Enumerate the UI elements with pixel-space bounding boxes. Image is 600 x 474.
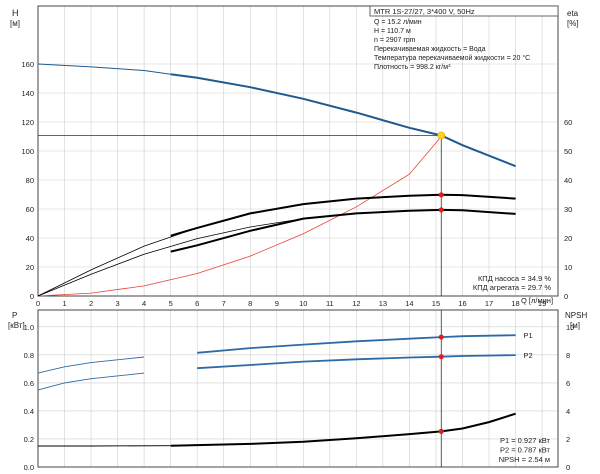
info-line: H = 110.7 м — [374, 28, 411, 35]
power-tick-label: 0.8 — [24, 351, 34, 360]
duty-point-marker — [437, 131, 446, 140]
head-axis-label: H — [12, 8, 19, 18]
x-tick-label: 0 — [36, 299, 40, 308]
bottom-panel-grid — [38, 310, 558, 468]
eta-axis-label: eta — [567, 9, 579, 18]
info-line: Плотность = 998.2 кг/м³ — [374, 64, 451, 71]
efficiency-annotation: КПД агрегата = 29.7 % — [473, 283, 551, 292]
power-tick-label: 0.2 — [24, 435, 34, 444]
npsh-curve — [170, 412, 516, 447]
head-curve-extended — [37, 63, 171, 75]
top-panel-grid — [38, 6, 558, 297]
npsh-tick-label: 8 — [566, 351, 570, 360]
power-tick-label: 1.0 — [24, 323, 34, 332]
eta-unit-thick-curve — [170, 208, 516, 253]
x-tick-label: 10 — [299, 299, 307, 308]
eta-tick-label: 60 — [564, 118, 572, 127]
bottom-panel-frame — [37, 309, 559, 468]
info-line: n = 2907 rpm — [374, 37, 416, 44]
power-tick-label: 0.0 — [24, 463, 34, 472]
npsh-tick-label: 2 — [566, 435, 570, 444]
x-tick-label: 8 — [248, 299, 252, 308]
curves-layer: P1 P2 — [37, 63, 533, 467]
operating-info: Q = 15.2 л/мин H = 110.7 м n = 2907 rpm Пер… — [374, 19, 530, 71]
npsh-tick-label: 4 — [566, 407, 570, 416]
x-tick-label: 18 — [511, 299, 519, 308]
power-annotation: P2 = 0.787 кВт — [500, 446, 551, 455]
head-tick-label: 140 — [21, 89, 34, 98]
power-tick-label: 0.6 — [24, 379, 34, 388]
info-line: Q = 15.2 л/мин — [374, 19, 422, 26]
power-axis-unit: [кВт] — [8, 321, 25, 330]
x-tick-label: 15 — [432, 299, 440, 308]
x-tick-label: 14 — [405, 299, 413, 308]
top-panel-frame — [37, 5, 559, 297]
eta-tick-label: 20 — [564, 234, 572, 243]
eta-tick-label: 50 — [564, 147, 572, 156]
power-npsh-marker — [438, 354, 444, 360]
x-tick-label: 4 — [142, 299, 146, 308]
info-line: Перекачиваемая жидкость = Вода — [374, 46, 486, 53]
npsh-tick-label: 0 — [566, 463, 570, 472]
series-label-p1: P1 — [524, 331, 533, 340]
head-tick-label: 0 — [30, 292, 34, 301]
x-tick-label: 3 — [116, 299, 120, 308]
npsh-axis-label: NPSH — [565, 311, 587, 320]
efficiency-marker — [438, 192, 444, 198]
power-npsh-marker — [438, 334, 444, 340]
system-curve — [37, 136, 442, 297]
p2-curve — [197, 354, 516, 370]
head-tick-label: 20 — [26, 263, 34, 272]
npsh-axis-unit: [м] — [570, 321, 580, 330]
x-tick-label: 7 — [222, 299, 226, 308]
model-box — [369, 5, 559, 17]
x-tick-label: 19 — [538, 299, 546, 308]
x-tick-label: 16 — [458, 299, 466, 308]
eta-tick-label: 0 — [564, 292, 568, 301]
npsh-tick-label: 6 — [566, 379, 570, 388]
head-tick-label: 80 — [26, 176, 34, 185]
info-line: Температура перекачиваемой жидкости = 20… — [374, 54, 530, 62]
npsh-tick-label: 10 — [566, 323, 574, 332]
head-tick-label: 40 — [26, 234, 34, 243]
power-npsh-marker — [438, 428, 444, 434]
eta-tick-label: 30 — [564, 205, 572, 214]
eta-pump-thick-curve — [170, 193, 516, 237]
efficiency-annotation: КПД насоса = 34.9 % — [478, 274, 551, 283]
tick-labels-layer: 0 1 2 3 4 5 6 7 8 9 10 11 12 13 14 15 16 17 18 190204060801… — [21, 60, 574, 472]
power-tick-label: 0.4 — [24, 407, 34, 416]
x-tick-label: 12 — [352, 299, 360, 308]
x-tick-label: 17 — [485, 299, 493, 308]
efficiency-marker — [438, 207, 444, 213]
x-tick-label: 5 — [169, 299, 173, 308]
head-tick-label: 60 — [26, 205, 34, 214]
head-axis-unit: [м] — [10, 19, 20, 28]
x-tick-label: 1 — [62, 299, 66, 308]
x-tick-label: 11 — [326, 299, 334, 308]
eta-tick-label: 40 — [564, 176, 572, 185]
p1-curve-extended — [37, 356, 145, 374]
eta-axis-unit: [%] — [567, 19, 579, 28]
head-tick-label: 120 — [21, 118, 34, 127]
flow-axis-label: Q [л/мин] — [521, 296, 553, 305]
x-tick-label: 6 — [195, 299, 199, 308]
power-annotation: NPSH = 2.54 м — [499, 455, 550, 464]
head-curve — [170, 73, 516, 168]
power-axis-label: P — [12, 311, 17, 320]
annotations-layer: КПД насоса = 34.9 %КПД агрегата = 29.7 %… — [473, 274, 551, 464]
x-tick-label: 13 — [379, 299, 387, 308]
series-label-p2: P2 — [524, 351, 533, 360]
power-annotation: P1 = 0.927 кВт — [500, 436, 551, 445]
head-tick-label: 160 — [21, 60, 34, 69]
p2-curve-extended — [37, 372, 145, 391]
model-label: MTR 1S-27/27, 3*400 V, 50Hz — [374, 7, 475, 16]
x-tick-label: 9 — [275, 299, 279, 308]
eta-tick-label: 10 — [564, 263, 572, 272]
x-tick-label: 2 — [89, 299, 93, 308]
head-tick-label: 100 — [21, 147, 34, 156]
p1-curve — [197, 334, 516, 354]
